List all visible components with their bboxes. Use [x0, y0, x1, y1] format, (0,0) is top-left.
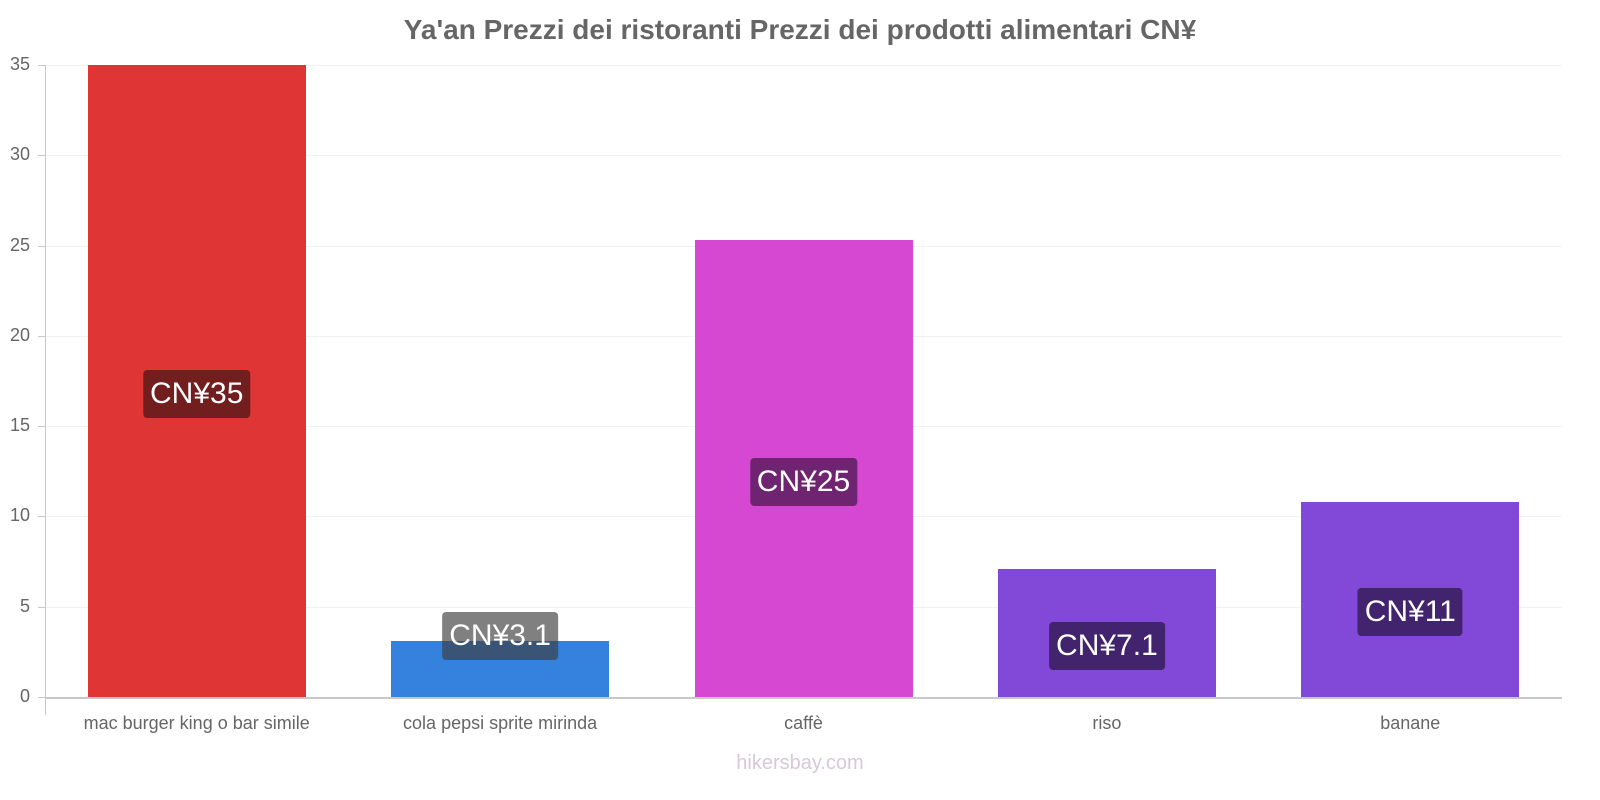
y-tick-label: 10 — [9, 505, 30, 526]
y-tick-label: 0 — [19, 686, 30, 706]
bar-value-label: CN¥7.1 — [1049, 621, 1165, 670]
y-tick-mark — [38, 155, 46, 157]
y-tick-label: 30 — [9, 144, 30, 165]
y-tick-mark — [38, 65, 46, 66]
y-tick-mark — [38, 245, 46, 247]
x-tick-label: riso — [1092, 713, 1122, 733]
gridline — [45, 65, 1562, 66]
y-tick-label: 15 — [9, 415, 30, 436]
x-tick-label: caffè — [784, 713, 823, 733]
x-tick-label: mac burger king o bar simile — [83, 713, 310, 733]
y-tick-mark — [38, 426, 46, 428]
bar-value-label: CN¥35 — [142, 370, 251, 418]
y-axis-line — [45, 65, 46, 715]
bar-value-label: CN¥3.1 — [442, 612, 558, 661]
y-tick-mark — [38, 335, 46, 337]
chart-title: Ya'an Prezzi dei ristoranti Prezzi dei p… — [403, 14, 1197, 45]
x-tick-label: cola pepsi sprite mirinda — [403, 713, 598, 733]
y-tick-mark — [38, 697, 46, 698]
x-axis-line — [45, 697, 1562, 699]
watermark: hikersbay.com — [736, 752, 864, 774]
y-tick-label: 35 — [9, 54, 30, 74]
y-tick-label: 20 — [9, 324, 30, 345]
x-tick-label: banane — [1380, 713, 1441, 733]
gridline — [45, 155, 1562, 156]
bar-value-label: CN¥25 — [749, 457, 858, 506]
y-tick-label: 25 — [9, 234, 30, 255]
y-tick-label: 5 — [19, 595, 30, 616]
y-tick-mark — [38, 516, 46, 518]
bar-value-label: CN¥11 — [1357, 588, 1463, 637]
y-tick-mark — [38, 606, 46, 608]
